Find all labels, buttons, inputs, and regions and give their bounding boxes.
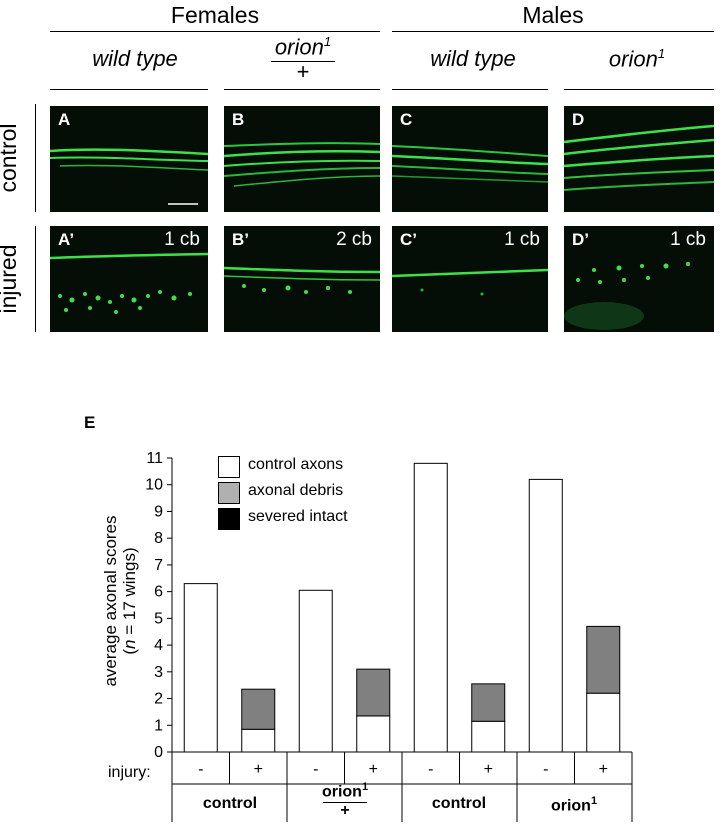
axon-image xyxy=(392,145,548,183)
y-tick-label: 6 xyxy=(154,584,163,601)
legend-swatch-axonal-debris xyxy=(218,482,240,504)
group-orion-text: orion xyxy=(550,797,591,815)
panel-label: C’ xyxy=(400,230,417,249)
fraction-denominator: + xyxy=(296,59,310,85)
row-divider xyxy=(35,226,36,332)
y-tick-label: 1 xyxy=(154,717,163,734)
y-tick-label: 10 xyxy=(145,477,163,494)
axon-image xyxy=(50,148,208,205)
genotype-female-wild-type: wild type xyxy=(92,46,178,71)
bar-segment xyxy=(528,478,563,753)
legend-label: axonal debris xyxy=(248,482,344,499)
group-orion-sup: 1 xyxy=(361,781,369,793)
cut-branch-count: 1 cb xyxy=(504,229,540,250)
micrograph-panel-b-prime: B’ 2 cb xyxy=(224,226,380,332)
bar-segment xyxy=(183,583,218,753)
injury-sign: - xyxy=(313,761,318,778)
bar-segment xyxy=(298,589,333,753)
injury-sign: + xyxy=(599,761,608,778)
panel-label: D’ xyxy=(572,230,589,249)
row-divider xyxy=(35,104,36,212)
injury-sign: - xyxy=(198,761,203,778)
cut-branch-count: 1 cb xyxy=(164,229,200,250)
y-tick-label: 2 xyxy=(154,691,163,708)
panel-label: A xyxy=(58,110,71,129)
group-orion-sup: 1 xyxy=(590,795,598,807)
panel-label: D xyxy=(572,110,585,129)
injury-sign: + xyxy=(484,761,493,778)
group-label-female-control: control xyxy=(202,795,258,812)
axon-image xyxy=(392,268,548,296)
genotype-female-orion-het: orion1 + xyxy=(228,34,378,85)
y-tick-label: 3 xyxy=(154,664,163,681)
males-underline xyxy=(392,31,714,32)
genotype-underline xyxy=(224,89,380,90)
micrograph-panel-a: A xyxy=(50,106,208,212)
micrograph-panel-d: D xyxy=(564,106,714,212)
legend-label: severed intact xyxy=(248,508,348,525)
injury-label: injury: xyxy=(108,764,151,781)
bar-segment xyxy=(586,625,621,694)
orion-superscript: 1 xyxy=(323,34,332,49)
genotype-underline xyxy=(392,89,548,90)
fraction-bar xyxy=(271,61,335,63)
legend-swatch-control-axons xyxy=(218,456,240,478)
micrograph-panel-c: C xyxy=(392,106,548,212)
group-orion-den: + xyxy=(340,802,350,820)
males-header: Males xyxy=(522,2,584,28)
cut-branch-count: 2 cb xyxy=(336,229,372,250)
genotype-underline xyxy=(50,89,208,90)
legend-label: control axons xyxy=(248,456,344,473)
injury-sign: + xyxy=(254,761,263,778)
genotype-male-orion: orion1 xyxy=(562,46,712,72)
axon-image xyxy=(564,124,714,191)
bar-segment xyxy=(471,683,506,722)
bar-segment xyxy=(471,720,506,753)
panel-e-label: E xyxy=(84,413,96,432)
group-label-male-control: control xyxy=(431,795,487,812)
y-tick-label: 4 xyxy=(154,637,163,654)
micrograph-panel-a-prime: A’ 1 cb xyxy=(50,226,208,332)
panel-label: C xyxy=(400,110,413,129)
orion-text: orion xyxy=(274,34,324,60)
bar-segment xyxy=(241,728,276,753)
bar-segment xyxy=(413,462,448,753)
micrograph-panel-b: B xyxy=(224,106,380,212)
females-underline xyxy=(50,31,380,32)
axon-image xyxy=(224,266,380,294)
panel-label: B’ xyxy=(232,230,249,249)
legend-swatch-severed-intact xyxy=(218,508,240,530)
females-header: Females xyxy=(170,2,260,28)
injury-sign: - xyxy=(543,761,548,778)
y-tick-label: 9 xyxy=(154,503,163,520)
injury-sign: + xyxy=(369,761,378,778)
group-label-male-orion: orion1 xyxy=(516,795,632,815)
fraction-bar xyxy=(323,802,367,804)
injury-sign: - xyxy=(428,761,433,778)
bar-segment xyxy=(586,692,621,753)
panel-label: A’ xyxy=(58,230,75,249)
genotype-male-wild-type: wild type xyxy=(430,46,516,71)
axon-image xyxy=(224,142,380,187)
y-tick-label: 0 xyxy=(154,744,163,761)
orion-superscript: 1 xyxy=(657,46,666,61)
genotype-underline xyxy=(564,89,714,90)
y-tick-label: 7 xyxy=(154,557,163,574)
micrograph-panel-d-prime: D’ 1 cb xyxy=(564,226,714,332)
axon-image xyxy=(564,262,690,330)
group-label-female-orion: orion1 + xyxy=(288,781,402,819)
orion-text: orion xyxy=(608,46,658,72)
bar-segment xyxy=(241,688,276,730)
cut-branch-count: 1 cb xyxy=(670,229,706,250)
group-orion-text: orion xyxy=(321,783,362,801)
axon-image xyxy=(50,252,208,314)
y-tick-label: 11 xyxy=(146,450,163,467)
y-tick-label: 8 xyxy=(154,530,163,547)
panel-label: B xyxy=(232,110,245,129)
bar-segment xyxy=(356,715,391,753)
micrograph-panel-c-prime: C’ 1 cb xyxy=(392,226,548,332)
bar-segment xyxy=(356,668,391,717)
y-tick-label: 5 xyxy=(154,610,163,627)
